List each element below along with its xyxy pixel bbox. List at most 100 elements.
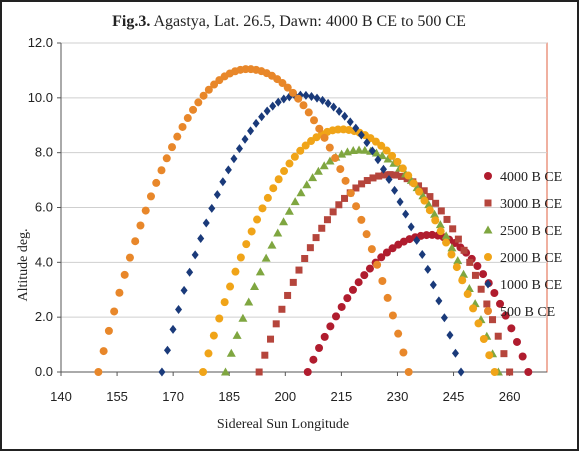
data-point xyxy=(302,180,312,189)
data-point xyxy=(380,171,388,179)
data-point xyxy=(483,300,491,308)
data-point xyxy=(394,329,403,338)
data-point xyxy=(382,248,391,257)
data-point xyxy=(267,335,275,343)
data-point xyxy=(255,267,265,276)
data-point xyxy=(453,256,463,265)
data-point xyxy=(368,146,376,156)
data-point xyxy=(335,106,343,116)
series-4 xyxy=(158,90,465,377)
x-tick-label: 140 xyxy=(50,389,72,404)
data-point xyxy=(343,294,352,303)
data-point xyxy=(500,350,508,358)
data-point xyxy=(131,237,140,246)
data-point xyxy=(425,206,434,215)
data-point xyxy=(457,367,465,377)
data-point xyxy=(348,285,357,294)
data-point xyxy=(199,91,208,100)
data-point xyxy=(267,240,277,249)
data-point xyxy=(413,235,421,245)
series-0 xyxy=(303,230,533,376)
data-point xyxy=(471,271,479,279)
data-point xyxy=(463,290,472,299)
data-point xyxy=(429,280,437,290)
data-point xyxy=(263,106,271,116)
data-point xyxy=(324,98,332,108)
data-point xyxy=(204,349,213,358)
data-point xyxy=(518,352,527,361)
legend-item: 3000 B CE xyxy=(484,197,562,212)
data-point xyxy=(397,172,405,180)
data-point xyxy=(422,231,431,240)
series-2 xyxy=(220,145,503,376)
legend-item: 4000 B CE xyxy=(484,170,562,185)
y-tick-label: 12.0 xyxy=(28,35,53,50)
data-point xyxy=(269,101,277,111)
data-point xyxy=(261,253,271,262)
data-point xyxy=(226,282,235,291)
data-point xyxy=(283,83,292,92)
data-point xyxy=(407,222,415,232)
title-figure-number: Fig.3. xyxy=(112,13,150,30)
legend-marker xyxy=(484,199,492,207)
data-point xyxy=(157,166,166,175)
y-tick-label: 4.0 xyxy=(35,254,53,269)
legend-label: 2000 B CE xyxy=(500,251,562,266)
y-tick-label: 10.0 xyxy=(28,90,53,105)
data-point xyxy=(189,105,198,114)
data-point xyxy=(278,79,287,88)
data-point xyxy=(120,270,129,279)
data-marks xyxy=(94,65,533,377)
data-point xyxy=(459,269,469,278)
data-point xyxy=(331,154,340,163)
data-point xyxy=(473,262,482,271)
data-point xyxy=(319,161,329,170)
data-point xyxy=(360,145,370,154)
data-point xyxy=(336,165,345,174)
data-point xyxy=(296,188,306,197)
data-point xyxy=(385,175,393,185)
legend-label: 3000 B CE xyxy=(500,197,562,212)
data-point xyxy=(258,204,267,213)
data-point xyxy=(477,285,485,293)
data-point xyxy=(490,368,499,376)
data-point xyxy=(373,260,382,269)
data-point xyxy=(377,141,386,150)
data-point xyxy=(247,227,256,236)
data-point xyxy=(479,270,488,279)
data-point xyxy=(363,138,371,148)
data-point xyxy=(301,255,309,263)
data-point xyxy=(426,193,434,201)
data-point xyxy=(446,330,454,340)
data-point xyxy=(507,324,516,333)
data-point xyxy=(299,101,308,110)
data-point xyxy=(352,202,361,211)
data-point xyxy=(315,344,324,353)
x-axis: 140 155 170 185 200 215 230 245 260 xyxy=(50,371,547,404)
y-tick-label: 0.0 xyxy=(35,364,53,379)
data-point xyxy=(284,291,292,299)
data-point xyxy=(183,114,192,123)
data-point xyxy=(464,284,474,293)
data-point xyxy=(430,209,440,218)
data-point xyxy=(238,313,248,322)
data-point xyxy=(386,171,394,179)
data-point xyxy=(295,266,303,274)
data-point xyxy=(382,146,391,155)
data-point xyxy=(501,311,510,320)
data-point xyxy=(325,143,334,152)
x-tick-label: 185 xyxy=(218,389,240,404)
data-point xyxy=(375,172,383,180)
legend-item: 2000 B CE xyxy=(484,251,562,266)
data-point xyxy=(313,166,323,175)
data-point xyxy=(346,189,355,198)
data-point xyxy=(490,288,499,297)
data-point xyxy=(280,94,288,104)
data-point xyxy=(315,124,324,133)
data-point xyxy=(273,228,283,237)
data-point xyxy=(235,144,243,154)
data-point xyxy=(219,177,227,187)
data-point xyxy=(451,348,459,358)
data-point xyxy=(252,118,260,128)
data-point xyxy=(398,164,407,173)
